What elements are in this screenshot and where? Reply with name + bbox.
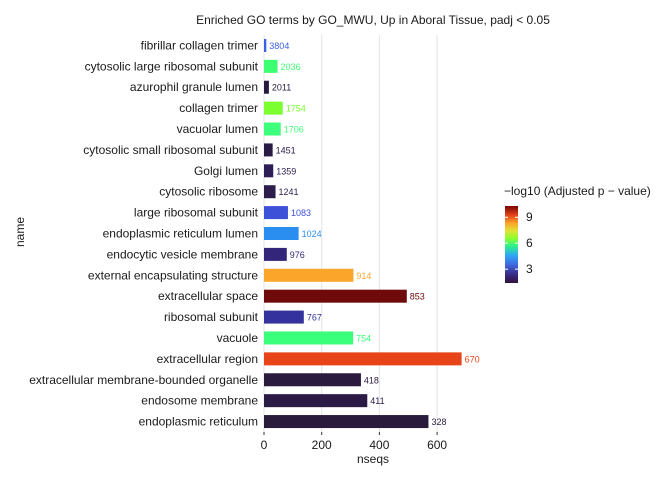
category-labels: fibrillar collagen trimer cytosolic large… <box>29 38 258 428</box>
data-label: 767 <box>307 313 322 323</box>
category-label: vacuole <box>217 331 259 345</box>
data-label: 418 <box>364 375 379 385</box>
legend-tick-label: 3 <box>526 262 533 276</box>
legend-tick-label: 9 <box>526 210 533 224</box>
category-label: endosome membrane <box>141 394 258 408</box>
data-label: 1241 <box>279 187 299 197</box>
bar <box>264 80 269 94</box>
data-label: 1754 <box>286 104 306 114</box>
bar <box>264 59 278 73</box>
data-label: 976 <box>290 250 305 260</box>
data-label: 2036 <box>281 62 301 72</box>
y-axis-label: name <box>13 217 27 247</box>
data-label: 2011 <box>272 83 291 93</box>
x-tick-label: 0 <box>261 438 268 452</box>
x-tick-label: 600 <box>427 438 447 452</box>
bar <box>264 352 462 366</box>
chart-title: Enriched GO terms by GO_MWU, Up in Abora… <box>196 13 550 27</box>
data-label: 1083 <box>291 208 311 218</box>
data-label: 670 <box>465 354 480 364</box>
data-label: 853 <box>410 292 425 302</box>
data-label: 1451 <box>276 145 296 155</box>
bar <box>264 394 368 408</box>
category-label: endocytic vesicle membrane <box>107 247 259 261</box>
category-label: cytosolic small ribosomal subunit <box>83 143 258 157</box>
bar <box>264 143 273 157</box>
data-label: 3804 <box>269 41 289 51</box>
data-label: 1359 <box>276 166 296 176</box>
bar <box>264 227 299 240</box>
category-label: large ribosomal subunit <box>134 206 259 220</box>
category-label: ribosomal subunit <box>164 310 259 324</box>
bar <box>264 38 267 52</box>
category-label: external encapsulating structure <box>88 268 258 282</box>
bar <box>264 206 288 220</box>
category-label: extracellular region <box>157 352 258 366</box>
bar <box>264 164 274 178</box>
category-label: cytosolic large ribosomal subunit <box>85 59 259 73</box>
category-label: fibrillar collagen trimer <box>141 38 258 52</box>
category-label: extracellular membrane-bounded organelle <box>29 373 258 387</box>
bar <box>264 331 354 345</box>
bar <box>264 268 354 282</box>
legend-tick-label: 6 <box>526 236 533 250</box>
category-label: endoplasmic reticulum lumen <box>103 227 258 241</box>
bar <box>264 247 287 261</box>
bar <box>264 373 361 387</box>
data-label: 328 <box>431 417 446 427</box>
color-legend: −log10 (Adjusted p − value) 3 6 9 <box>504 184 651 283</box>
bar <box>264 289 407 303</box>
category-label: cytosolic ribosome <box>159 185 258 199</box>
bar <box>264 122 281 136</box>
data-label: 411 <box>370 396 384 406</box>
category-label: vacuolar lumen <box>177 122 258 136</box>
x-tick-label: 400 <box>369 438 389 452</box>
data-label: 754 <box>356 333 371 343</box>
data-label: 1706 <box>284 125 304 135</box>
data-label: 914 <box>356 271 371 281</box>
legend-title: −log10 (Adjusted p − value) <box>504 184 651 198</box>
bar <box>264 185 276 199</box>
legend-colorbar <box>505 206 518 283</box>
category-label: extracellular space <box>158 289 258 303</box>
x-axis-label: nseqs <box>357 452 389 466</box>
category-label: endoplasmic reticulum <box>139 415 258 429</box>
x-axis-ticks: 0 200 400 600 <box>261 432 447 452</box>
category-label: Golgi lumen <box>194 164 258 178</box>
x-tick-label: 200 <box>312 438 332 452</box>
bar <box>264 310 304 324</box>
bar <box>264 415 429 429</box>
bars-layer: 3804 2036 2011 1754 1706 1451 1359 1241 1083 1024… <box>264 38 480 429</box>
bar <box>264 101 283 115</box>
data-label: 1024 <box>302 229 322 239</box>
category-label: collagen trimer <box>179 101 258 115</box>
category-label: azurophil granule lumen <box>130 80 258 94</box>
